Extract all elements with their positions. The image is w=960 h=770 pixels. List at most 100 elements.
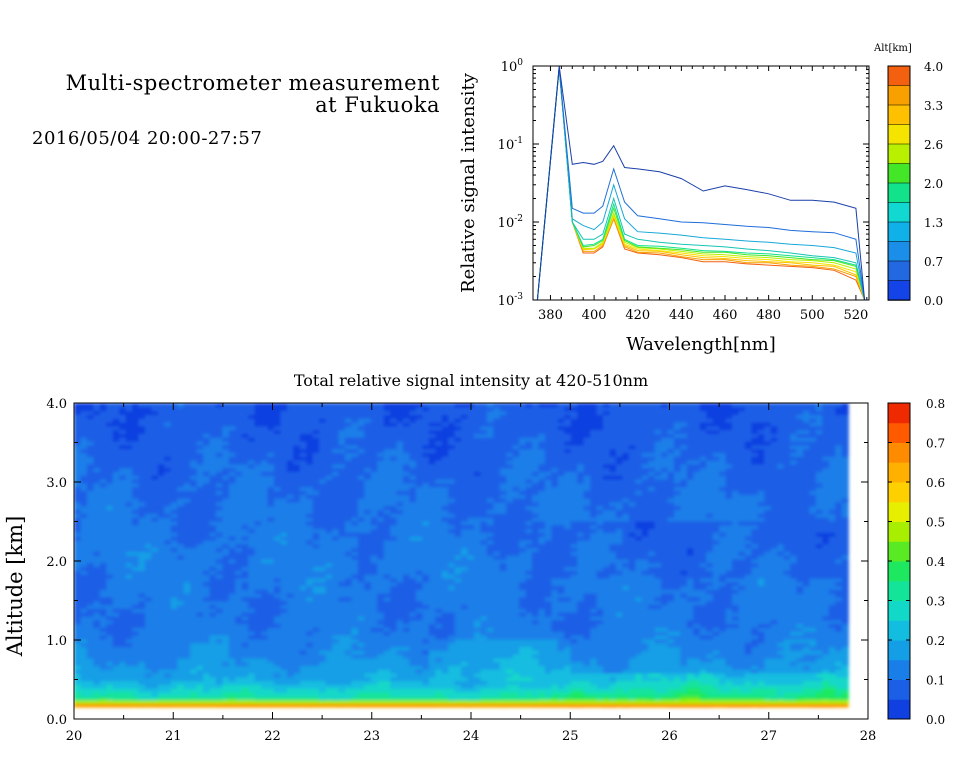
heatmap-cell: [454, 600, 462, 606]
heatmap-cell: [325, 691, 333, 697]
heatmap-cell: [293, 623, 301, 628]
heatmap-cell: [138, 566, 146, 571]
heatmap-cell: [699, 665, 707, 670]
heatmap-cell: [448, 604, 456, 609]
heatmap-cell: [641, 672, 649, 678]
heatmap-cell: [803, 672, 811, 678]
heatmap-cell: [112, 657, 120, 663]
heatmap-cell: [345, 581, 353, 587]
heatmap-cell: [583, 642, 591, 647]
heatmap-cell: [603, 615, 611, 621]
heatmap-cell: [577, 642, 585, 647]
heatmap-cell: [306, 612, 314, 617]
heatmap-cell: [815, 657, 823, 663]
heatmap-cell: [686, 600, 694, 606]
heatmap-cell: [680, 570, 688, 575]
heatmap-cell: [796, 646, 804, 651]
heatmap-cell: [74, 551, 82, 556]
heatmap-cell: [248, 555, 256, 560]
heatmap-cell: [222, 619, 230, 625]
heatmap-cell: [274, 608, 282, 613]
heatmap-cell: [415, 676, 423, 682]
heatmap-cell: [551, 631, 559, 636]
heatmap-cell: [170, 665, 178, 670]
heatmap-cell: [725, 676, 733, 682]
heatmap-cell: [306, 596, 314, 602]
heatmap-cell: [538, 570, 546, 575]
heatmap-cell: [790, 585, 798, 590]
heatmap-cell: [712, 669, 720, 674]
heatmap-cell: [699, 619, 707, 625]
heatmap-cell: [744, 585, 752, 590]
heatmap-cell: [712, 631, 720, 636]
heatmap-cell: [532, 665, 540, 670]
heatmap-cell: [519, 623, 527, 628]
heatmap-cell: [796, 558, 804, 564]
heatmap-cell: [345, 676, 353, 682]
heatmap-cell: [719, 566, 727, 571]
heatmap-cell: [480, 691, 488, 697]
heatmap-cell: [332, 570, 340, 575]
heatmap-cell: [841, 581, 849, 587]
heatmap-cell: [370, 608, 378, 613]
heatmap-cell: [622, 623, 630, 628]
heatmap-cell: [809, 691, 817, 697]
heatmap-cell: [190, 596, 198, 602]
heatmap-cell: [628, 604, 636, 609]
heatmap-cell: [744, 555, 752, 560]
heatmap-cell: [203, 593, 211, 598]
heatmap-cell: [157, 661, 165, 666]
heatmap-cell: [157, 577, 165, 583]
heatmap-cell: [622, 691, 630, 697]
heatmap-cell: [125, 566, 133, 571]
heatmap-cell: [783, 623, 791, 628]
heatmap-cell: [332, 642, 340, 647]
spectrum-chart: 380 400 420 440 460 480 500 520 10-310-210-1100…: [458, 58, 870, 355]
heatmap-cell: [93, 562, 101, 568]
heatmap-cell: [428, 585, 436, 590]
heatmap-cell: [493, 653, 501, 659]
heatmap-cell: [706, 631, 714, 636]
heatmap-cell: [719, 691, 727, 697]
heatmap-cell: [822, 574, 830, 579]
heatmap-cell: [383, 676, 391, 682]
heatmap-cell: [138, 577, 146, 583]
heatmap-cell: [293, 638, 301, 644]
heatmap-cell: [338, 638, 346, 644]
heatmap-cell: [841, 612, 849, 617]
heatmap-cell: [596, 684, 604, 689]
heatmap-cell: [732, 566, 740, 571]
heatmap-cell: [74, 570, 82, 575]
heatmap-cell: [596, 581, 604, 587]
heatmap-cell: [183, 695, 191, 701]
heatmap-cell: [809, 604, 817, 609]
heatmap-cell: [183, 577, 191, 583]
heatmap-cell: [86, 581, 94, 587]
heatmap-cell: [693, 555, 701, 560]
heatmap-cell: [706, 566, 714, 571]
heatmap-cell: [93, 669, 101, 674]
heatmap-cell: [138, 691, 146, 697]
heatmap-cell: [667, 680, 675, 685]
heatmap-cell: [525, 612, 533, 617]
heatmap-cell: [519, 653, 527, 659]
heatmap-cell: [822, 558, 830, 564]
heatmap-cell: [74, 684, 82, 689]
heatmap-cell: [661, 615, 669, 621]
heatmap-cell: [170, 691, 178, 697]
heatmap-cell: [299, 619, 307, 625]
heatmap-cell: [474, 555, 482, 560]
heatmap-cell: [125, 627, 133, 632]
heatmap-cell: [757, 661, 765, 666]
heatmap-cell: [590, 555, 598, 560]
heatmap-cell: [106, 638, 114, 644]
heatmap-cell: [132, 676, 140, 682]
heatmap-cell: [377, 596, 385, 602]
heatmap-cell: [628, 627, 636, 632]
heatmap-cell: [196, 627, 204, 632]
heatmap-cell: [145, 581, 153, 587]
heatmap-cell: [183, 646, 191, 651]
heatmap-cell: [338, 577, 346, 583]
heatmap-cell: [777, 634, 785, 640]
heatmap-cell: [751, 665, 759, 670]
